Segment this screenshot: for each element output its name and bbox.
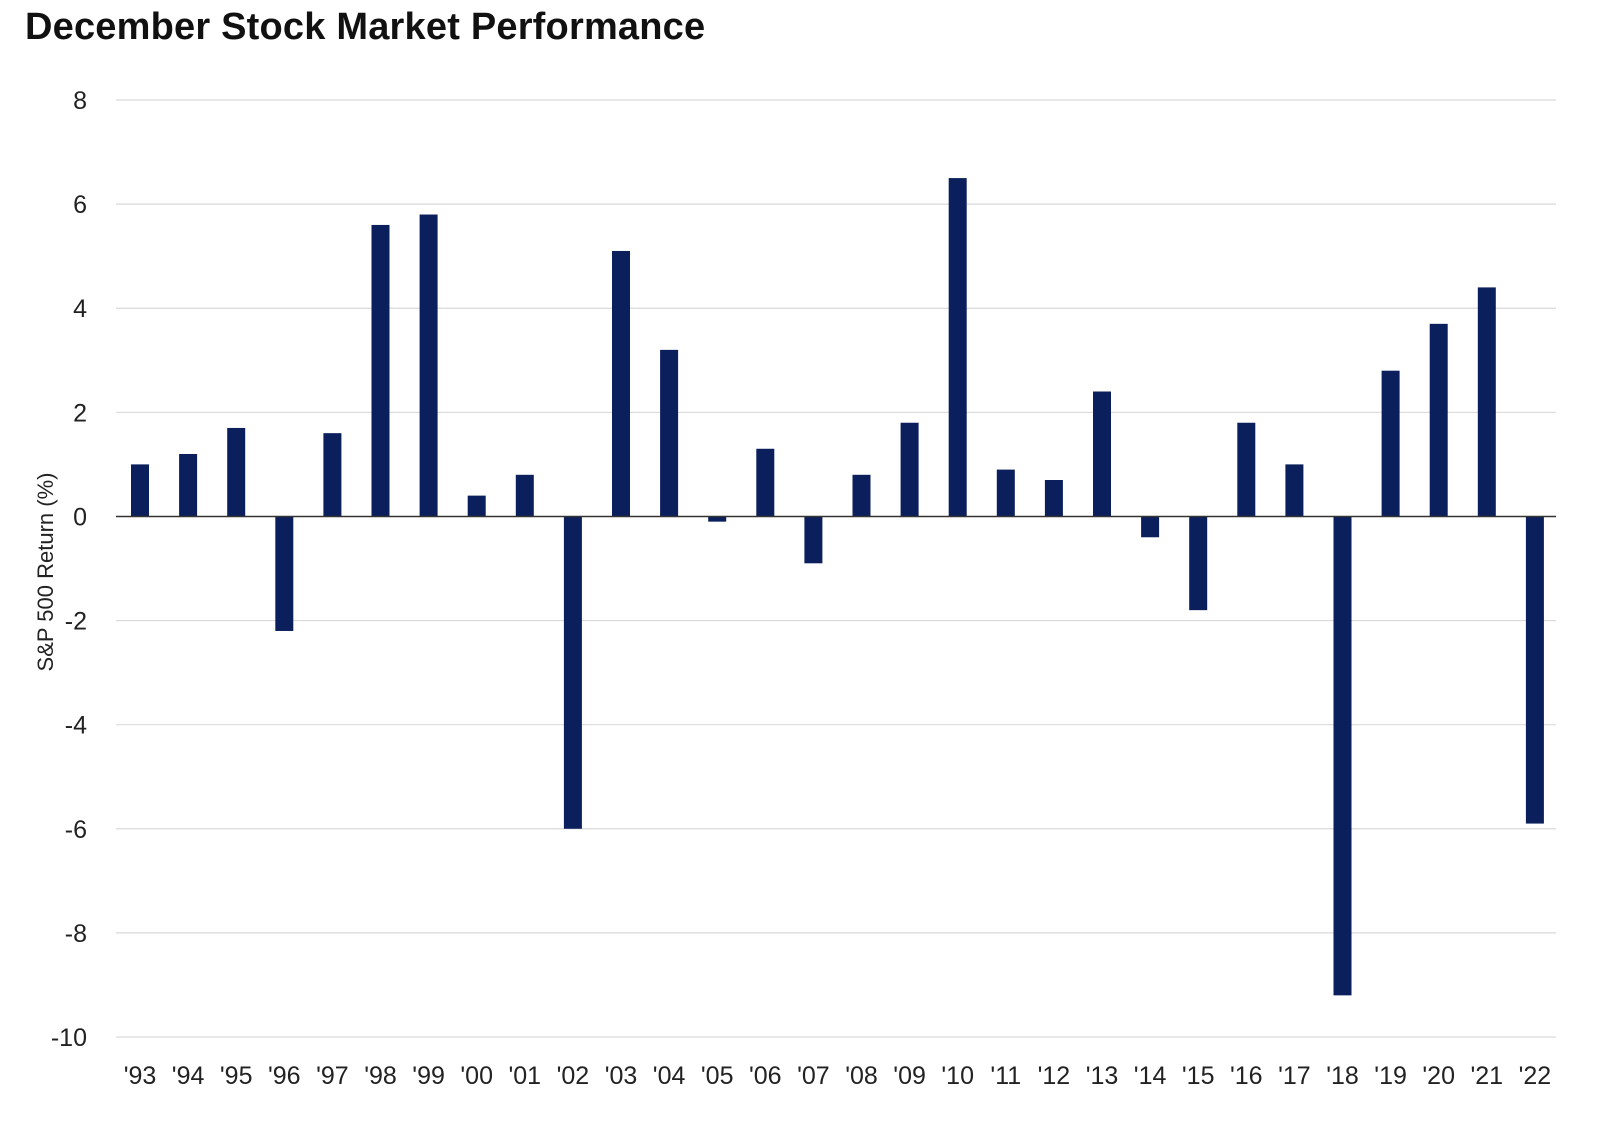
bar-y11 [996, 469, 1015, 517]
bar-y07 [804, 516, 823, 564]
x-tick-label: '06 [749, 1062, 782, 1090]
bar-y99 [419, 214, 438, 517]
x-axis-ticks: '93 '94 '95 '96 '97 '98 '99 '00 '01 '02 '03 '04 '05 '… [124, 1062, 1551, 1090]
y-tick-label: -6 [65, 816, 87, 844]
x-tick-label: '09 [893, 1062, 926, 1090]
x-tick-label: '22 [1519, 1062, 1552, 1090]
y-tick-label: -2 [65, 608, 87, 636]
x-tick-label: '10 [941, 1062, 974, 1090]
y-tick-label: 6 [73, 191, 87, 219]
x-tick-label: '17 [1278, 1062, 1311, 1090]
bar-y04 [660, 349, 679, 517]
bar-y10 [948, 178, 967, 517]
x-tick-label: '14 [1134, 1062, 1167, 1090]
y-axis-title: S&P 500 Return (%) [33, 473, 58, 672]
bar-y20 [1429, 323, 1448, 517]
bar-y17 [1285, 464, 1304, 517]
bar-y16 [1237, 422, 1256, 517]
y-tick-label: 0 [73, 503, 87, 531]
x-tick-label: '95 [220, 1062, 253, 1090]
x-tick-label: '94 [172, 1062, 205, 1090]
y-tick-label: 4 [73, 295, 87, 323]
x-tick-label: '12 [1038, 1062, 1071, 1090]
bar-y13 [1093, 391, 1111, 517]
x-tick-label: '96 [268, 1062, 301, 1090]
bar-y93 [131, 464, 149, 517]
bar-y15 [1189, 516, 1208, 611]
bar-y98 [371, 224, 390, 517]
y-tick-label: -4 [65, 712, 87, 740]
bar-y95 [227, 427, 246, 517]
x-tick-label: '98 [364, 1062, 397, 1090]
x-tick-label: '01 [509, 1062, 542, 1090]
bar-y14 [1141, 516, 1160, 538]
x-tick-label: '97 [316, 1062, 349, 1090]
x-tick-label: '93 [124, 1062, 157, 1090]
y-axis-ticks: 8 6 4 2 0 -2 -4 -6 -8 -10 [51, 87, 87, 1052]
y-tick-label: 2 [73, 399, 87, 427]
y-tick-label: 8 [73, 87, 87, 115]
bar-y02 [563, 516, 582, 829]
x-tick-label: '16 [1230, 1062, 1263, 1090]
x-tick-label: '02 [557, 1062, 590, 1090]
bars [131, 178, 1544, 996]
y-tick-label: -10 [51, 1024, 87, 1052]
x-tick-label: '04 [653, 1062, 686, 1090]
chart-title: December Stock Market Performance [25, 6, 706, 48]
x-tick-label: '13 [1086, 1062, 1119, 1090]
x-tick-label: '07 [797, 1062, 830, 1090]
x-tick-label: '00 [460, 1062, 493, 1090]
gridlines [116, 99, 1556, 1038]
x-tick-label: '99 [412, 1062, 445, 1090]
bar-y21 [1477, 287, 1496, 517]
bar-y00 [467, 495, 486, 517]
bar-y18 [1333, 516, 1352, 996]
bar-y97 [323, 433, 342, 517]
bar-y08 [852, 474, 871, 517]
bar-y19 [1381, 370, 1400, 517]
x-tick-label: '21 [1471, 1062, 1504, 1090]
bar-y03 [612, 250, 630, 517]
x-tick-label: '15 [1182, 1062, 1215, 1090]
x-tick-label: '19 [1374, 1062, 1407, 1090]
bar-y96 [275, 516, 294, 631]
bar-y94 [179, 453, 198, 517]
bar-y06 [756, 448, 775, 517]
x-tick-label: '08 [845, 1062, 878, 1090]
x-tick-label: '05 [701, 1062, 734, 1090]
bar-y01 [515, 474, 534, 517]
x-tick-label: '20 [1422, 1062, 1455, 1090]
y-tick-label: -8 [65, 920, 87, 948]
x-tick-label: '03 [605, 1062, 638, 1090]
bar-y22 [1525, 516, 1544, 824]
bar-y12 [1044, 480, 1063, 517]
bar-y05 [708, 516, 727, 522]
x-tick-label: '18 [1326, 1062, 1359, 1090]
bar-y09 [900, 422, 919, 517]
x-tick-label: '11 [990, 1062, 1021, 1090]
